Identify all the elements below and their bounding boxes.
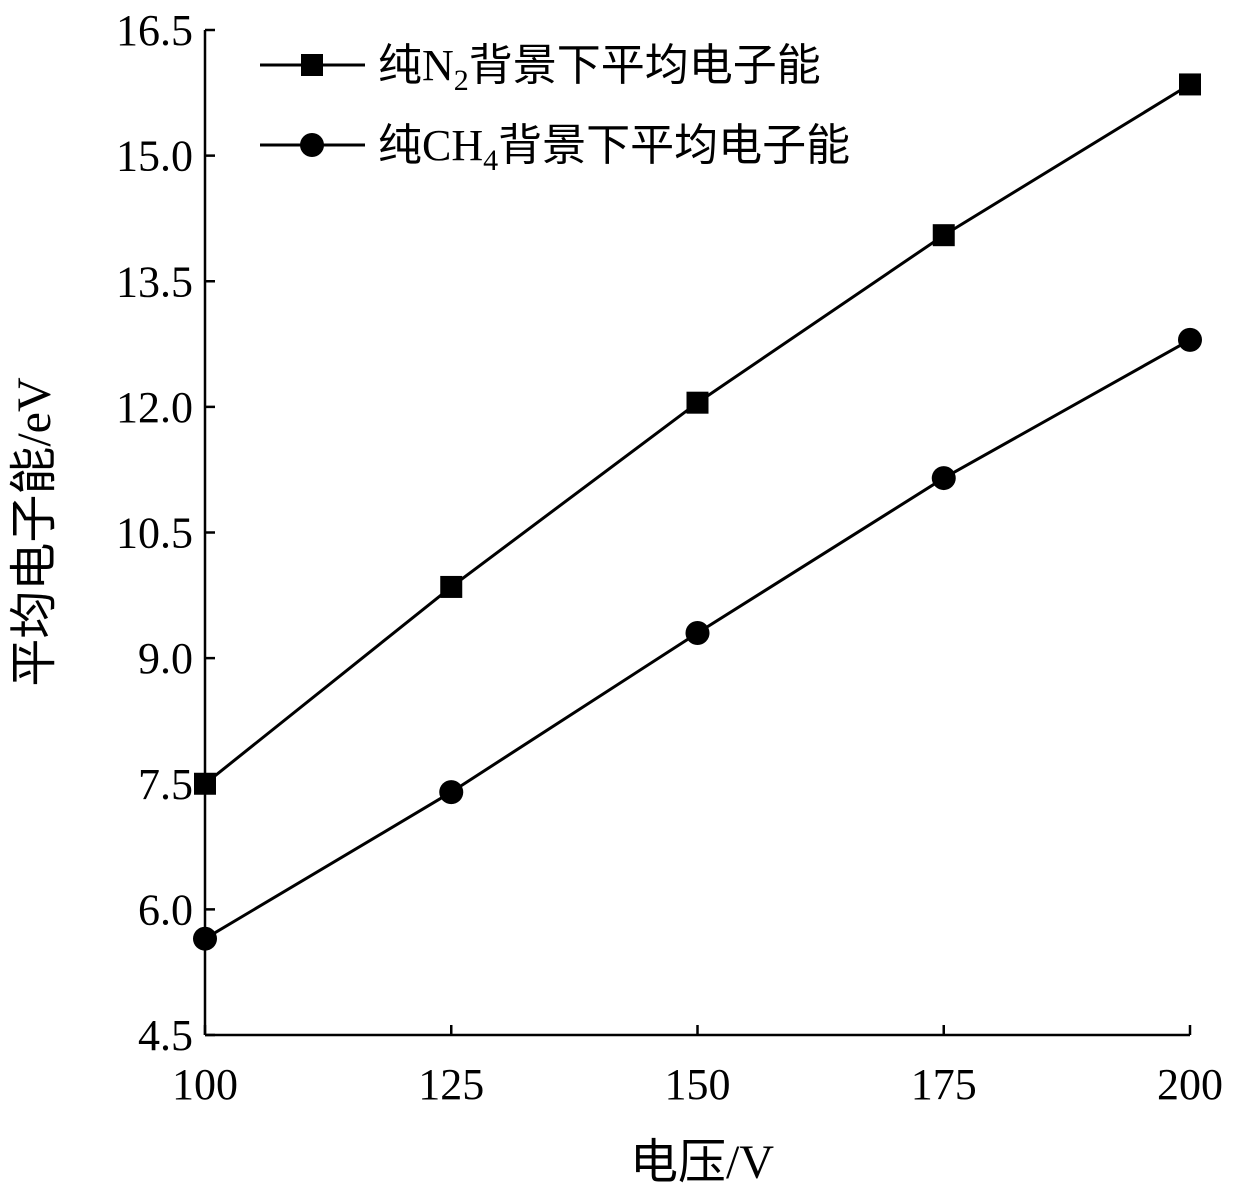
x-tick-label: 200: [1157, 1060, 1223, 1109]
data-point-circle: [1178, 327, 1202, 352]
data-point-circle: [931, 466, 956, 491]
legend-label-ch4-suffix: 背景下平均电子能: [498, 121, 850, 170]
y-tick-label: 10.5: [116, 509, 193, 558]
y-tick-label: 13.5: [116, 257, 193, 306]
legend-label-ch4: 纯CH4背景下平均电子能: [378, 121, 850, 177]
x-tick-label: 175: [911, 1060, 977, 1109]
data-point-circle: [193, 926, 217, 951]
series-layer: [193, 73, 1202, 951]
legend-label-ch4-prefix: 纯CH: [378, 121, 483, 170]
data-point-circle: [685, 621, 710, 645]
x-tick-label: 100: [172, 1060, 238, 1109]
legend-entry-n2: 纯N2背景下平均电子能: [260, 41, 821, 97]
data-point-circle: [439, 780, 464, 805]
y-tick-label: 4.5: [138, 1011, 193, 1060]
data-point-square: [194, 772, 216, 795]
y-tick-label: 9.0: [138, 634, 193, 683]
x-axis-ticks: 100 125 150 175 200: [172, 1025, 1223, 1109]
y-tick-label: 7.5: [138, 760, 193, 809]
legend-entry-ch4: 纯CH4背景下平均电子能: [260, 121, 850, 177]
legend-label-n2-prefix: 纯N: [378, 41, 454, 90]
legend-label-ch4-subscript: 4: [483, 144, 498, 177]
y-axis-ticks: 4.5 6.0 7.5 9.0 10.5 12.0 13.5 15.0 16.5: [116, 6, 215, 1060]
x-tick-label: 150: [665, 1060, 731, 1109]
legend-label-n2-subscript: 2: [454, 64, 469, 97]
y-axis-title: 平均电子能/eV: [8, 377, 61, 687]
legend-label-n2: 纯N2背景下平均电子能: [378, 41, 821, 97]
y-tick-label: 15.0: [116, 132, 193, 181]
legend-label-n2-suffix: 背景下平均电子能: [469, 41, 821, 90]
data-point-square: [686, 391, 709, 414]
legend-circle-marker: [300, 133, 324, 157]
x-tick-label: 125: [418, 1060, 484, 1109]
data-point-square: [440, 575, 463, 598]
y-tick-label: 12.0: [116, 383, 193, 432]
x-axis-title: 电压/V: [630, 1136, 774, 1189]
data-point-square: [1179, 73, 1201, 96]
legend-square-marker: [301, 54, 323, 76]
data-point-square: [932, 224, 955, 247]
y-tick-label: 16.5: [116, 6, 193, 55]
plot-frame: [203, 30, 1190, 1037]
series-line-0: [204, 83, 1191, 785]
y-tick-label: 6.0: [138, 885, 193, 934]
legend: 纯N2背景下平均电子能 纯CH4背景下平均电子能: [260, 41, 850, 177]
